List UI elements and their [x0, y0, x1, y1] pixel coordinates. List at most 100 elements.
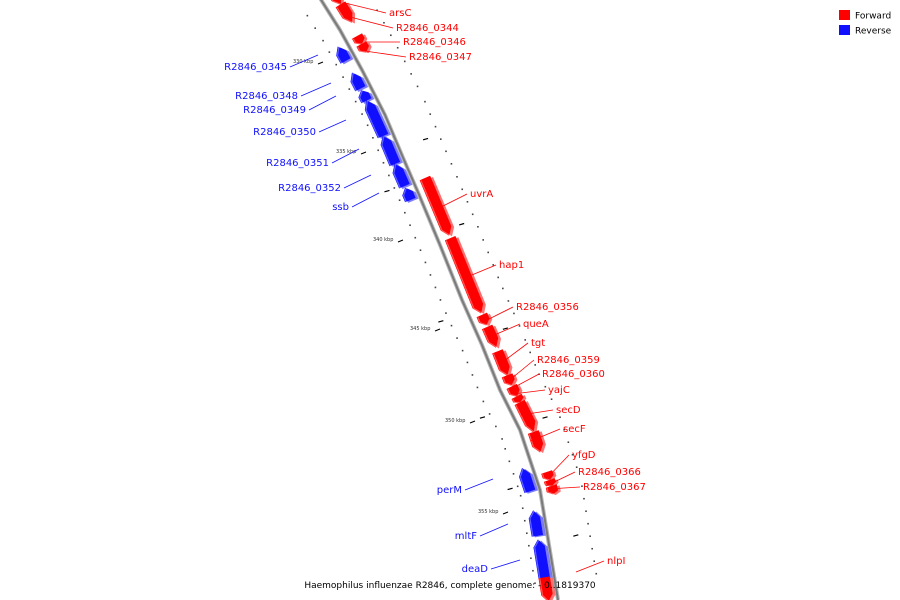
ruler-dot [477, 225, 479, 228]
ruler-dot [529, 351, 531, 354]
ruler-dot [526, 532, 528, 535]
gene-highlight [393, 163, 401, 189]
ruler-dot [585, 510, 587, 513]
ruler-tick [507, 487, 513, 491]
ruler-dot [471, 374, 474, 376]
gene-R2846_0352 [392, 163, 413, 190]
gene-body [545, 484, 559, 495]
ruler-dot [528, 544, 530, 547]
gene-hap1 [444, 235, 486, 315]
ruler-tick [438, 320, 444, 323]
gene-label-R2846_0350: R2846_0350 [253, 127, 316, 138]
gene-label-ssb: ssb [332, 202, 349, 213]
ruler-dot [482, 400, 485, 403]
leader-R2846_0349 [308, 95, 337, 111]
gene-R2846_0356 [476, 312, 493, 327]
ruler-dot [508, 460, 511, 463]
gene-label-R2846_0351: R2846_0351 [266, 158, 329, 169]
ruler-dot [396, 46, 399, 49]
gene-label-R2846_0367: R2846_0367 [583, 482, 646, 493]
ruler-dot [314, 27, 317, 29]
ruler-dot [513, 312, 515, 315]
gene-label-tgt: tgt [531, 338, 545, 349]
gene-body [543, 478, 556, 487]
gene-tgt [492, 349, 513, 377]
gene-mltF [528, 510, 546, 538]
gene-highlight [534, 539, 541, 579]
gene-highlight [546, 487, 555, 495]
gene-secD [514, 399, 539, 434]
ruler-dot [393, 187, 396, 189]
gene-highlight [336, 46, 343, 64]
ruler-dot [434, 125, 437, 128]
kbp-tick-label: 335 kbp [336, 149, 356, 155]
gene-label-secF: secF [563, 424, 586, 435]
gene-R2846_0344 [335, 1, 356, 24]
leader-deaD [490, 559, 521, 570]
ruler-dot [581, 485, 583, 488]
gene-body [528, 510, 544, 537]
ruler-dot [591, 547, 593, 550]
ruler-dot [376, 9, 378, 12]
kbp-tick-mark [502, 511, 509, 515]
gene-body [330, 0, 342, 5]
leader-nlpI [575, 560, 605, 573]
gene-R2846_0349 [358, 90, 375, 104]
gene-body [402, 187, 416, 203]
leader-R2846_0348 [300, 82, 332, 97]
ruler-dot [409, 224, 411, 227]
leader-R2846_0360 [510, 373, 540, 390]
gene-label-R2846_0356: R2846_0356 [516, 302, 579, 313]
gene-queA [481, 324, 501, 349]
gene-label-yfgD: yfgD [572, 450, 596, 461]
leader-hap1 [466, 264, 497, 278]
kbp-tick-label: 340 kbp [373, 237, 393, 243]
ruler-dot [532, 569, 534, 572]
ruler-dot [445, 150, 447, 153]
gene-label-secD: secD [556, 405, 581, 416]
ruler-dot [450, 163, 453, 165]
gene-body [335, 1, 353, 23]
gene-body [358, 90, 372, 104]
ruler-dot [544, 385, 547, 388]
ruler-dot [595, 572, 598, 575]
gene-label-R2846_0346: R2846_0346 [403, 37, 466, 48]
gene-label-perM: perM [437, 485, 462, 496]
kbp-tick-label: 330 kbp [293, 59, 313, 65]
gene-label-R2846_0352: R2846_0352 [278, 183, 341, 194]
ruler-tick [458, 222, 465, 226]
gene-label-uvrA: uvrA [470, 189, 493, 200]
ruler-dot [354, 100, 357, 103]
gene-R2846_0359 [501, 373, 518, 387]
leader-R2846_0350 [318, 119, 347, 133]
gene-highlight [519, 467, 527, 494]
leader-R2846_0359 [505, 359, 535, 384]
ruler-dot [563, 428, 565, 431]
gene-label-R2846_0344: R2846_0344 [396, 23, 459, 34]
ruler-dot [419, 249, 422, 252]
ruler-dot [439, 299, 442, 301]
gene-deaD [533, 539, 553, 580]
gene-body [481, 324, 499, 348]
backbone [318, 0, 560, 600]
ruler-dot [512, 473, 515, 475]
ruler-dot [445, 312, 447, 314]
ruler-dot [416, 85, 419, 88]
ruler-dot [390, 34, 392, 37]
kbp-tick-mark [317, 61, 324, 65]
gene-body [527, 430, 544, 453]
ruler-dot [322, 39, 324, 42]
leader-R2846_0347 [364, 50, 407, 58]
gene-highlight [492, 353, 509, 377]
leader-secF [530, 428, 561, 442]
gene-body [364, 100, 389, 139]
gene-body [444, 235, 484, 314]
ruler-dot [523, 519, 526, 522]
gene-highlight [515, 404, 535, 433]
ruler-dot [456, 337, 458, 339]
ruler-dot [507, 300, 510, 302]
ruler-dot [587, 522, 589, 525]
gene-label-hap1: hap1 [499, 260, 524, 271]
ruler-ticks: 330 kbp 335 kbp 340 kbp 345 kbp 350 kbp 355 k… [293, 59, 579, 537]
ruler-dot [583, 497, 585, 500]
